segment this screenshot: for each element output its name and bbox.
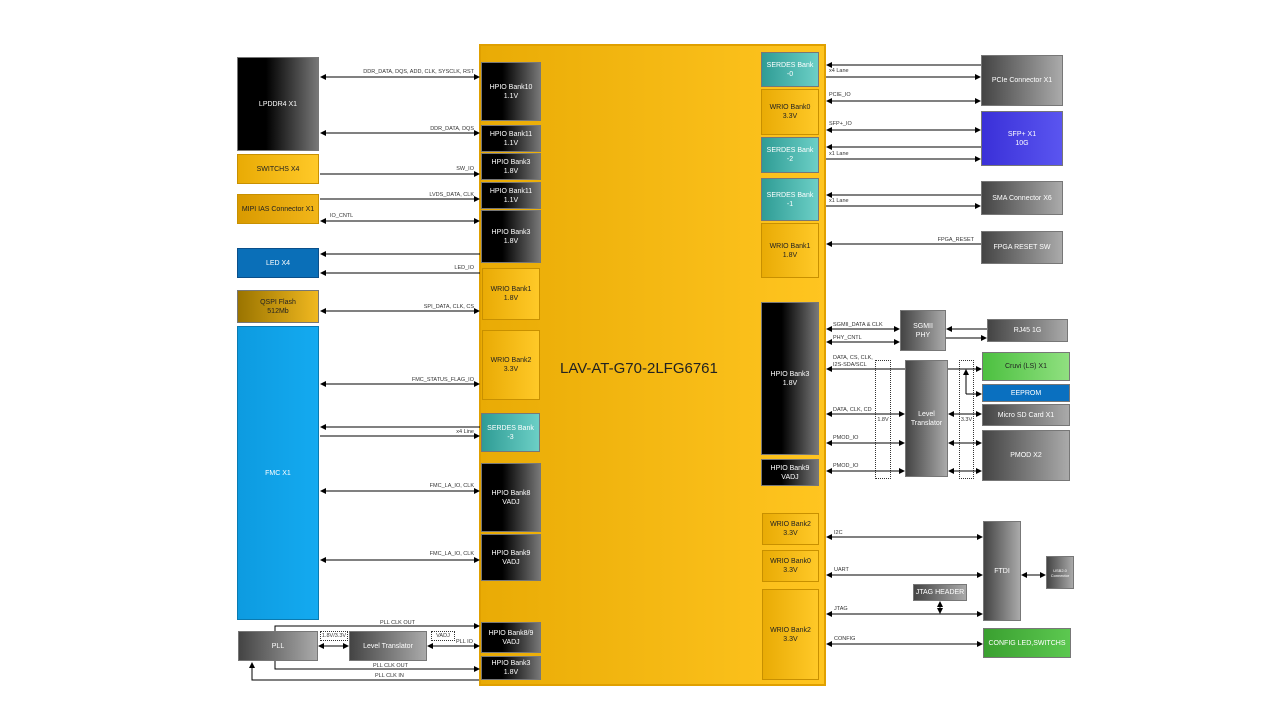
signal-label: DDR_DATA, DQS, ADD, CLK, SYSCLK, RST [363,69,474,75]
fpga-bank: HPIO Bank11 1.1V [481,182,541,209]
signal-label: SFP+_IO [829,121,852,127]
level-translator-pll: Level Translator [349,631,427,661]
signal-label: PHY_CNTL [833,335,862,341]
fpga-bank: HPIO Bank8 VADJ [481,463,541,532]
voltage-domain-box: 1.8V/3.3V [320,631,348,641]
fpga-reset-switch-block: FPGA RESET SW [981,231,1063,264]
signal-label: DDR_DATA, DQS [430,126,474,132]
fpga-bank: HPIO Bank9 VADJ [761,459,819,486]
signal-label: FMC_LA_IO, CLK [430,551,475,557]
signal-label: FMC_STATUS_FLAG_IO [412,377,475,383]
rj45-block: RJ45 1G [987,319,1068,342]
signal-label: PLL IO [456,639,474,645]
signal-label: JTAG [834,606,848,612]
fpga-bank: HPIO Bank3 1.8V [481,153,541,180]
signal-label: x1 Lane [829,198,849,204]
fpga-bank: WRIO Bank0 3.3V [762,550,819,582]
signal-label: DATA, CS, CLK, [833,355,873,361]
signal-label: x4 Line [456,429,474,435]
signal-label: I2C [834,530,843,536]
fpga-title: LAV-AT-G70-2LFG6761 [560,360,718,377]
voltage-domain-box: 3.3V [959,360,974,479]
switches-block: SWITCHS X4 [237,154,319,184]
fpga-bank: WRIO Bank1 1.8V [761,223,819,278]
signal-label: CONFIG [834,636,855,642]
fpga-bank: WRIO Bank2 3.3V [482,330,540,400]
signal-label: LVDS_DATA, CLK [429,192,474,198]
signal-label: FMC_LA_IO, CLK [430,483,475,489]
signal-label: FPGA_RESET [938,237,975,243]
signal-label: PLL CLK IN [375,673,404,679]
pll-block: PLL [238,631,318,661]
signal-label: x4 Lane [829,68,849,74]
fpga-bank: SERDES Bank -0 [761,52,819,87]
signal-label: IO_CNTL [330,213,353,219]
level-translator-block: Level Translator [905,360,948,477]
fpga-bank: SERDES Bank -3 [481,413,540,452]
fpga-bank: WRIO Bank1 1.8V [482,268,540,320]
signal-label: UART [834,567,850,573]
fmc-block: FMC X1 [237,326,319,620]
signal-label: PMOD_IO [833,463,859,469]
fpga-bank: HPIO Bank3 1.8V [481,210,541,263]
qspi-flash-block: QSPI Flash 512Mb [237,290,319,323]
fpga-bank: WRIO Bank2 3.3V [762,513,819,545]
ftdi-block: FTDI [983,521,1021,621]
sgmii-phy-block: SGMII PHY [900,310,946,351]
fpga-bank: SERDES Bank -2 [761,137,819,173]
signal-label: SW_IO [456,166,474,172]
signal-label: SPI_DATA, CLK, CS [424,304,475,310]
jtag-header-block: JTAG HEADER [913,584,967,601]
fpga-bank: HPIO Bank3 1.8V [761,302,819,455]
led-block: LED X4 [237,248,319,278]
mipi-connector-block: MIPI IAS Connector X1 [237,194,319,224]
fpga-bank: HPIO Bank10 1.1V [481,62,541,121]
fpga-bank: WRIO Bank2 3.3V [762,589,819,680]
fpga-bank: HPIO Bank11 1.1V [481,125,541,152]
signal-label: I2S-SDA/SCL [833,362,867,368]
voltage-domain-box: VADJ [431,631,455,641]
eeprom-block: EEPROM [982,384,1070,402]
fpga-bank: WRIO Bank0 3.3V [761,89,819,135]
sfp-block: SFP+ X1 10G [981,111,1063,166]
voltage-domain-box: 1.8V [875,360,891,479]
usb-connector-block: USB2.0 Connector [1046,556,1074,589]
signal-label: PLL CLK OUT [380,620,416,626]
fpga-bank: HPIO Bank8/9 VADJ [481,622,541,653]
lpddr4-block: LPDDR4 X1 [237,57,319,151]
signal-label: PMOD_IO [833,435,859,441]
signal-label: PCIE_IO [829,92,851,98]
micro-sd-block: Micro SD Card X1 [982,404,1070,426]
config-led-switches-block: CONFIG LED,SWITCHS [983,628,1071,658]
signal-label: x1 Lane [829,151,849,157]
signal-label: DATA, CLK, CD [833,407,872,413]
fpga-bank: HPIO Bank3 1.8V [481,656,541,680]
cruvi-block: Cruvi (LS) X1 [982,352,1070,381]
signal-label: PLL CLK OUT [373,663,409,669]
sma-connector-block: SMA Connector X6 [981,181,1063,215]
fpga-bank: HPIO Bank9 VADJ [481,534,541,581]
pcie-connector-block: PCIe Connector X1 [981,55,1063,106]
pmod-block: PMOD X2 [982,430,1070,481]
fpga-bank: SERDES Bank -1 [761,178,819,221]
signal-label: LED_IO [454,265,474,271]
signal-label: SGMII_DATA & CLK [833,322,883,328]
